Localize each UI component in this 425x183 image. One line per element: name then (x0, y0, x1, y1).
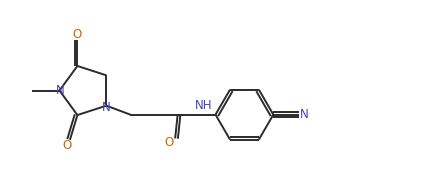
Text: NH: NH (195, 99, 212, 112)
Text: O: O (164, 136, 174, 149)
Text: N: N (102, 101, 111, 114)
Text: N: N (300, 108, 309, 121)
Text: O: O (73, 28, 82, 41)
Text: N: N (56, 84, 65, 97)
Text: O: O (63, 139, 72, 152)
